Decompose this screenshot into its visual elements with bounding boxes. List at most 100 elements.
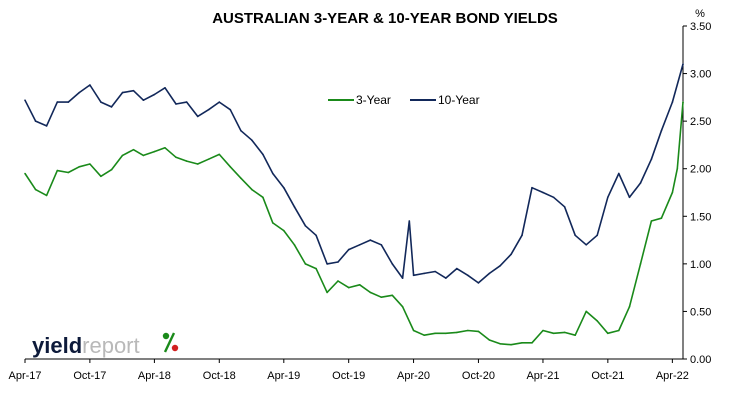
data-point bbox=[100, 101, 102, 103]
x-tick-label: Apr-21 bbox=[526, 370, 559, 382]
data-point bbox=[574, 334, 576, 337]
y-axis-unit: % bbox=[695, 8, 705, 20]
data-point bbox=[185, 160, 188, 162]
data-point bbox=[110, 168, 113, 171]
data-point bbox=[262, 153, 264, 156]
x-axis-ticks: Apr-17 Oct-17 Apr-18 Oct-18 Apr-19 Oct-19 Apr-… bbox=[8, 359, 689, 382]
data-point bbox=[499, 343, 501, 345]
data-point bbox=[676, 167, 679, 170]
data-point bbox=[671, 101, 674, 103]
data-point bbox=[682, 63, 684, 65]
logo-wordmark-part1: yield bbox=[32, 333, 82, 358]
data-point bbox=[326, 263, 328, 265]
data-point bbox=[207, 108, 210, 111]
data-point bbox=[585, 310, 587, 313]
data-point bbox=[293, 244, 296, 246]
x-tick-label: Apr-18 bbox=[138, 370, 171, 382]
data-point bbox=[67, 101, 70, 103]
x-tick-label: Oct-21 bbox=[591, 370, 624, 382]
y-axis-ticks: 0.00 0.50 1.00 1.50 2.00 2.50 3.00 3.50 bbox=[683, 21, 711, 366]
data-point bbox=[434, 332, 437, 335]
data-point bbox=[401, 277, 404, 279]
data-point bbox=[196, 115, 199, 118]
x-tick-label: Apr-20 bbox=[397, 370, 430, 382]
data-point bbox=[408, 220, 411, 222]
y-tick-label: 3.00 bbox=[690, 69, 711, 81]
data-point bbox=[24, 99, 26, 101]
data-point bbox=[671, 191, 674, 194]
y-tick-label: 1.00 bbox=[690, 259, 711, 271]
y-tick-label: 3.50 bbox=[690, 21, 711, 33]
data-point bbox=[240, 129, 242, 132]
data-point bbox=[445, 277, 447, 279]
data-point bbox=[153, 93, 156, 96]
data-point bbox=[56, 169, 59, 172]
legend-3-year-label: 3-Year bbox=[356, 93, 391, 107]
data-point bbox=[142, 99, 145, 101]
data-point bbox=[218, 153, 221, 156]
data-point bbox=[304, 225, 307, 227]
data-point bbox=[304, 263, 307, 265]
data-point bbox=[380, 296, 383, 299]
data-point bbox=[477, 282, 480, 284]
y-tick-label: 0.50 bbox=[690, 306, 711, 318]
data-point bbox=[240, 177, 242, 179]
data-point bbox=[552, 332, 555, 335]
x-tick-label: Oct-17 bbox=[73, 370, 106, 382]
data-point bbox=[110, 106, 113, 108]
data-point bbox=[229, 108, 232, 111]
data-point bbox=[499, 265, 501, 267]
data-point bbox=[218, 101, 221, 103]
data-point bbox=[423, 334, 426, 337]
data-point bbox=[207, 158, 210, 160]
data-point bbox=[391, 294, 394, 297]
data-point bbox=[251, 139, 253, 141]
x-tick-label: Oct-20 bbox=[462, 370, 495, 382]
data-point bbox=[132, 89, 135, 92]
chart-title: AUSTRALIAN 3-YEAR & 10-YEAR BOND YIELDS bbox=[212, 10, 558, 27]
data-point bbox=[650, 220, 653, 222]
data-point bbox=[380, 244, 383, 246]
data-point bbox=[596, 320, 598, 322]
data-point bbox=[142, 154, 145, 157]
percent-icon bbox=[162, 332, 179, 353]
data-point bbox=[628, 196, 631, 199]
data-point bbox=[34, 120, 37, 122]
data-point bbox=[391, 263, 394, 265]
data-point bbox=[477, 330, 480, 333]
data-point bbox=[531, 342, 533, 344]
data-point bbox=[24, 172, 26, 175]
legend-10-year-label: 10-Year bbox=[438, 93, 480, 107]
data-point bbox=[175, 103, 177, 105]
data-point bbox=[358, 244, 361, 246]
data-point bbox=[315, 234, 317, 237]
data-point bbox=[45, 194, 48, 197]
series-line-0 bbox=[24, 102, 684, 346]
data-point bbox=[596, 234, 598, 237]
x-tick-label: Apr-22 bbox=[656, 370, 689, 382]
data-point bbox=[369, 239, 372, 241]
data-point bbox=[283, 229, 285, 232]
data-point bbox=[563, 206, 566, 208]
data-point bbox=[639, 182, 642, 184]
series-3-year bbox=[24, 101, 684, 346]
data-point bbox=[78, 166, 80, 168]
data-point bbox=[542, 191, 544, 194]
x-tick-label: Oct-19 bbox=[332, 370, 365, 382]
data-point bbox=[185, 101, 188, 103]
series-line-1 bbox=[24, 63, 684, 284]
data-point bbox=[315, 267, 317, 270]
data-point bbox=[401, 305, 404, 308]
data-point bbox=[251, 188, 253, 191]
data-point bbox=[574, 234, 576, 237]
y-tick-label: 2.00 bbox=[690, 164, 711, 176]
data-point bbox=[89, 84, 91, 86]
legend: 3-Year 10-Year bbox=[328, 93, 480, 107]
data-point bbox=[358, 284, 361, 286]
data-point bbox=[660, 217, 663, 219]
data-point bbox=[164, 147, 166, 149]
data-point bbox=[531, 186, 533, 189]
data-point bbox=[639, 263, 642, 265]
data-point bbox=[67, 171, 70, 174]
